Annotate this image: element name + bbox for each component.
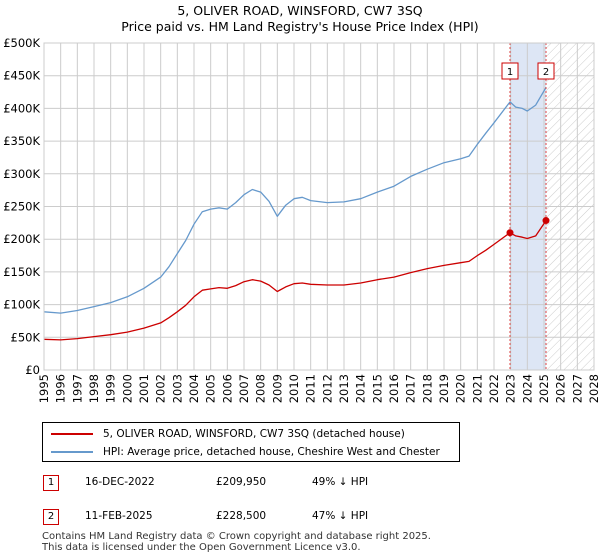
x-tick-label: 2017 xyxy=(404,374,418,403)
transaction-row: 1 16-DEC-2022 £209,950 49% ↓ HPI xyxy=(42,473,462,495)
x-tick-label: 2023 xyxy=(504,374,518,403)
transaction-date: 11-FEB-2025 xyxy=(85,510,153,522)
chart-title-line2: Price paid vs. HM Land Registry's House … xyxy=(121,19,479,34)
y-tick-label: £0 xyxy=(25,363,40,377)
footer-license: Contains HM Land Registry data © Crown c… xyxy=(42,531,431,553)
x-tick-label: 2026 xyxy=(554,374,568,403)
x-tick-label: 2010 xyxy=(287,374,301,403)
transactions-table: 1 16-DEC-2022 £209,950 49% ↓ HPI 2 11-FE… xyxy=(42,473,462,541)
x-tick-label: 2009 xyxy=(270,374,284,403)
x-tick-label: 1998 xyxy=(87,374,101,403)
transaction-badge: 2 xyxy=(43,509,59,525)
x-tick-label: 1999 xyxy=(104,374,118,403)
legend-swatch-property xyxy=(51,433,93,435)
chart-legend: 5, OLIVER ROAD, WINSFORD, CW7 3SQ (detac… xyxy=(42,422,460,462)
x-tick-label: 2027 xyxy=(570,374,584,403)
x-tick-label: 2014 xyxy=(354,374,368,403)
x-tick-label: 2020 xyxy=(454,374,468,403)
x-tick-label: 2005 xyxy=(204,374,218,403)
y-tick-label: £200K xyxy=(3,232,40,246)
x-tick-label: 1995 xyxy=(37,374,51,403)
sale-point xyxy=(506,229,514,237)
plot-frame xyxy=(43,42,595,371)
x-tick-label: 2015 xyxy=(370,374,384,403)
x-tick-label: 1996 xyxy=(54,374,68,403)
x-tick-label: 2022 xyxy=(487,374,501,403)
x-tick-label: 2002 xyxy=(154,374,168,403)
x-tick-label: 2008 xyxy=(254,374,268,403)
y-tick-label: £450K xyxy=(3,69,40,83)
x-tick-label: 2028 xyxy=(587,374,600,403)
y-tick-label: £50K xyxy=(11,330,41,344)
y-tick-label: £400K xyxy=(3,101,40,115)
sale-label-number: 1 xyxy=(507,67,513,78)
x-tick-label: 2007 xyxy=(237,374,251,403)
transaction-price: £209,950 xyxy=(216,476,267,488)
transaction-price: £228,500 xyxy=(216,510,267,522)
chart-title: 5, OLIVER ROAD, WINSFORD, CW7 3SQ Price … xyxy=(0,3,600,35)
x-tick-label: 1997 xyxy=(70,374,84,403)
y-tick-label: £250K xyxy=(3,200,40,214)
property-price-line xyxy=(44,220,547,341)
legend-item-hpi: HPI: Average price, detached house, Ches… xyxy=(51,444,440,460)
x-tick-label: 2025 xyxy=(537,374,551,403)
x-tick-label: 2021 xyxy=(470,374,484,403)
legend-label-property: 5, OLIVER ROAD, WINSFORD, CW7 3SQ (detac… xyxy=(103,428,405,440)
sale-label-number: 2 xyxy=(543,67,549,78)
legend-label-hpi: HPI: Average price, detached house, Ches… xyxy=(103,446,440,458)
hpi-line xyxy=(44,87,547,314)
x-tick-label: 2012 xyxy=(320,374,334,403)
y-tick-label: £150K xyxy=(3,265,40,279)
y-tick-label: £500K xyxy=(3,36,40,50)
x-tick-label: 2000 xyxy=(120,374,134,403)
legend-swatch-hpi xyxy=(51,451,93,453)
x-tick-label: 2019 xyxy=(437,374,451,403)
y-tick-label: £350K xyxy=(3,134,40,148)
transaction-date: 16-DEC-2022 xyxy=(85,476,155,488)
x-tick-label: 2003 xyxy=(170,374,184,403)
y-tick-label: £300K xyxy=(3,167,40,181)
x-tick-label: 2018 xyxy=(420,374,434,403)
footer-line1: Contains HM Land Registry data © Crown c… xyxy=(42,531,431,542)
x-tick-label: 2006 xyxy=(220,374,234,403)
legend-item-property: 5, OLIVER ROAD, WINSFORD, CW7 3SQ (detac… xyxy=(51,426,405,442)
transaction-row: 2 11-FEB-2025 £228,500 47% ↓ HPI xyxy=(42,507,462,529)
x-tick-label: 2001 xyxy=(137,374,151,403)
transaction-hpi-diff: 49% ↓ HPI xyxy=(312,476,369,488)
price-chart: 1 2 £0 £50K £100K £150K £200K £250K £300K £350K £… xyxy=(3,36,600,403)
x-tick-label: 2011 xyxy=(304,374,318,403)
x-tick-label: 2004 xyxy=(187,374,201,403)
y-tick-label: £100K xyxy=(3,298,40,312)
x-tick-label: 2016 xyxy=(387,374,401,403)
sale-label-box xyxy=(537,62,555,80)
sale-point xyxy=(542,217,550,225)
x-tick-label: 2024 xyxy=(520,374,534,403)
chart-title-line1: 5, OLIVER ROAD, WINSFORD, CW7 3SQ xyxy=(177,3,423,18)
footer-line2: This data is licensed under the Open Gov… xyxy=(42,542,361,553)
sale-label-box xyxy=(501,62,519,80)
x-tick-label: 2013 xyxy=(337,374,351,403)
transaction-badge: 1 xyxy=(43,475,59,491)
transaction-hpi-diff: 47% ↓ HPI xyxy=(312,510,369,522)
